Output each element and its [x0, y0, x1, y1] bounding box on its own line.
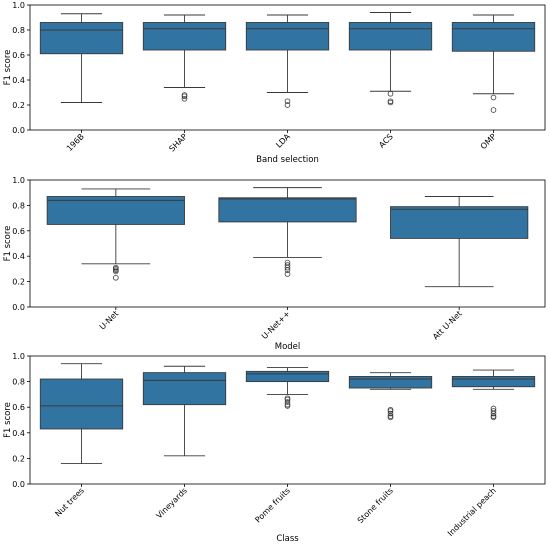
y-tick-label: 0.4 — [12, 429, 25, 438]
y-axis-label: F1 score — [3, 226, 13, 262]
outlier-point — [387, 90, 394, 97]
chart-panel-3: 0.0 0.2 0.4 0.6 0.8 1.0 Nut trees Vineyards Pome… — [3, 352, 546, 544]
x-tick-label: Att U-Net — [431, 309, 463, 341]
box-3-5 — [451, 369, 536, 421]
x-tick-label: U-Net — [98, 309, 120, 331]
outlier-point — [387, 99, 394, 106]
iqr-box — [142, 22, 227, 51]
box-1-5 — [451, 14, 536, 113]
iqr-box — [451, 22, 536, 52]
y-tick-label: 0.6 — [12, 403, 25, 412]
outlier-point — [284, 267, 291, 273]
box-3-3 — [245, 367, 330, 409]
outlier-point — [181, 93, 188, 100]
outlier-point — [387, 414, 394, 421]
x-tick-label: Vineyards — [155, 486, 189, 520]
box-3-4 — [348, 372, 433, 421]
x-tick-label: Nut trees — [53, 486, 86, 519]
y-tick-label: 0.2 — [12, 278, 25, 287]
iqr-box — [245, 22, 330, 51]
chart-panel-2: 0.0 0.2 0.4 0.6 0.8 1.0 U-Net U-Net++ Att U-Net F… — [3, 176, 546, 352]
outlier-point — [490, 107, 497, 113]
box-2-1 — [46, 188, 185, 281]
outlier-point — [284, 403, 291, 409]
box-1-2 — [142, 14, 227, 102]
iqr-box — [39, 22, 124, 55]
y-tick-label: 0.8 — [12, 201, 25, 210]
outlier-point — [284, 264, 291, 271]
outlier-point — [490, 410, 497, 417]
y-tick-label: 0.0 — [12, 303, 25, 312]
box-1-1 — [39, 13, 124, 103]
x-tick-label: OMP — [479, 132, 498, 151]
box-1-4 — [348, 12, 433, 106]
box-3-1 — [39, 363, 124, 464]
outlier-point — [113, 274, 119, 281]
outlier-point — [181, 95, 188, 102]
outlier-point — [490, 414, 497, 421]
outlier-point — [490, 94, 497, 101]
y-tick-label: 0.8 — [12, 26, 25, 35]
iqr-box — [390, 206, 529, 239]
y-tick-label: 0.2 — [12, 101, 25, 110]
iqr-box — [348, 376, 433, 389]
x-axis-label: Band selection — [256, 155, 319, 165]
y-tick-label: 0.0 — [12, 480, 25, 489]
iqr-box — [245, 370, 330, 383]
y-axis-label: F1 score — [3, 402, 13, 438]
x-tick-label: SHAP — [167, 132, 189, 154]
x-axis-label: Class — [276, 534, 299, 544]
outlier-point — [284, 271, 291, 277]
iqr-box — [348, 22, 433, 51]
x-tick-label: 196B — [65, 132, 86, 153]
y-tick-label: 1.0 — [12, 352, 25, 361]
x-axis-label: Model — [275, 342, 301, 352]
box-2-2 — [218, 187, 357, 277]
box-3-2 — [142, 365, 227, 457]
iqr-box — [218, 197, 357, 223]
y-tick-label: 1.0 — [12, 176, 25, 185]
y-tick-label: 0.4 — [12, 76, 25, 85]
y-tick-label: 0.6 — [12, 51, 25, 60]
box-2-3 — [390, 196, 529, 288]
x-tick-label: Stone fruits — [356, 486, 395, 525]
x-tick-label: Pome fruits — [253, 486, 291, 524]
iqr-box — [142, 372, 227, 406]
y-tick-label: 0.8 — [12, 378, 25, 387]
y-tick-label: 0.0 — [12, 126, 25, 135]
y-tick-label: 0.2 — [12, 454, 25, 463]
x-tick-label: Industrial peach — [446, 486, 498, 538]
x-tick-label: U-Net++ — [260, 309, 292, 341]
outlier-point — [284, 102, 291, 108]
outlier-point — [284, 98, 291, 105]
iqr-box — [46, 196, 185, 225]
y-tick-label: 0.4 — [12, 252, 25, 261]
outlier-point — [387, 410, 394, 417]
chart-panel-1: 0.0 0.2 0.4 0.6 0.8 1.0 196B SHAP LDA ACS OMP F1 sc… — [3, 1, 546, 165]
x-tick-label: ACS — [377, 132, 395, 150]
iqr-box — [451, 376, 536, 388]
x-tick-label: LDA — [274, 132, 292, 150]
y-axis-label: F1 score — [3, 50, 13, 86]
outlier-point — [113, 268, 119, 275]
outlier-point — [284, 399, 291, 405]
iqr-box — [39, 378, 124, 430]
box-1-3 — [245, 14, 330, 108]
y-tick-label: 1.0 — [12, 1, 25, 10]
y-tick-label: 0.6 — [12, 227, 25, 236]
